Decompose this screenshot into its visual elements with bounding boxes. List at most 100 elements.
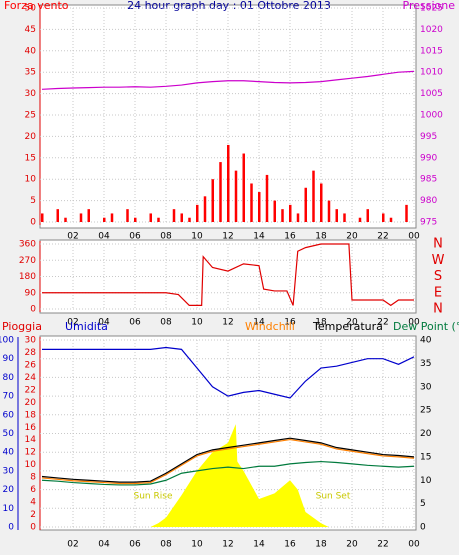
x-tick-label: 02 xyxy=(67,540,78,550)
y-tick-label: 20 xyxy=(25,132,37,142)
y-tick-label: 4 xyxy=(30,498,36,508)
legend-label: Windchill xyxy=(245,320,295,333)
bar xyxy=(273,200,276,222)
x-tick-label: 22 xyxy=(377,232,388,242)
legend-label: Temperatura xyxy=(312,320,383,333)
bar xyxy=(103,217,106,222)
chart-title: 24 hour graph day : 01 Ottobre 2013 xyxy=(127,0,331,12)
x-tick-label: 16 xyxy=(284,318,296,328)
x-tick-label: 18 xyxy=(315,232,327,242)
y2-tick-label: N xyxy=(433,237,443,252)
y3-tick-label: 70 xyxy=(3,392,15,402)
bar xyxy=(188,217,191,222)
x-tick-label: 04 xyxy=(98,318,110,328)
x-tick-label: 22 xyxy=(377,318,388,328)
y2-tick-label: 10 xyxy=(420,476,432,486)
x-tick-label: 18 xyxy=(315,540,327,550)
y-tick-label: 10 xyxy=(25,460,37,470)
x-tick-label: 00 xyxy=(408,232,420,242)
y-tick-label: 30 xyxy=(25,89,37,99)
x-tick-label: 12 xyxy=(222,318,233,328)
y3-tick-label: 60 xyxy=(3,410,15,420)
annotation: Sun Set xyxy=(316,492,351,502)
y2-tick-label: 1025 xyxy=(420,4,443,14)
y-tick-label: 22 xyxy=(25,385,36,395)
y3-tick-label: 0 xyxy=(8,523,14,533)
x-tick-label: 08 xyxy=(160,318,172,328)
x-tick-label: 12 xyxy=(222,540,233,550)
x-tick-label: 02 xyxy=(67,232,78,242)
bar xyxy=(250,183,253,222)
y2-tick-label: 25 xyxy=(420,406,431,416)
y-tick-label: 2 xyxy=(30,510,36,520)
y3-tick-label: 40 xyxy=(3,448,15,458)
line xyxy=(41,460,415,486)
x-tick-label: 02 xyxy=(67,318,78,328)
y2-tick-label: 35 xyxy=(420,359,431,369)
y-tick-label: 16 xyxy=(25,423,37,433)
bar xyxy=(281,209,284,222)
y-tick-label: 45 xyxy=(25,25,36,35)
y-tick-label: 270 xyxy=(19,256,36,266)
bar xyxy=(134,217,137,222)
bar xyxy=(172,209,176,222)
bar xyxy=(389,217,393,222)
y-tick-label: 0 xyxy=(30,218,36,228)
x-tick-label: 14 xyxy=(253,232,265,242)
bar xyxy=(382,213,385,222)
y-tick-label: 14 xyxy=(25,435,37,445)
y-tick-label: 28 xyxy=(25,348,37,358)
x-tick-label: 20 xyxy=(346,232,358,242)
y-tick-label: 26 xyxy=(25,360,37,370)
y-tick-label: 10 xyxy=(25,175,37,185)
y2-tick-label: 980 xyxy=(420,196,437,206)
bar xyxy=(358,217,362,222)
y2-tick-label: 1015 xyxy=(420,46,443,56)
y2-tick-label: 995 xyxy=(420,132,437,142)
bar xyxy=(227,144,230,222)
bar xyxy=(79,213,83,222)
y2-tick-label: 1020 xyxy=(420,25,443,35)
y-tick-label: 0 xyxy=(30,523,36,533)
x-tick-label: 04 xyxy=(98,540,110,550)
bar xyxy=(41,213,44,222)
x-tick-label: 16 xyxy=(284,540,296,550)
bar xyxy=(242,153,245,222)
bar xyxy=(289,204,292,222)
y-tick-label: 0 xyxy=(30,305,36,315)
x-tick-label: 14 xyxy=(253,540,265,550)
y-tick-label: 12 xyxy=(25,448,36,458)
y2-tick-label: 5 xyxy=(420,499,426,509)
x-tick-label: 12 xyxy=(222,232,233,242)
x-tick-label: 06 xyxy=(129,540,141,550)
x-tick-label: 00 xyxy=(408,318,420,328)
y3-tick-label: 10 xyxy=(3,504,15,514)
y3-tick-label: 20 xyxy=(3,485,15,495)
bar xyxy=(327,200,331,222)
y2-tick-label: 975 xyxy=(420,218,437,228)
area xyxy=(150,424,329,527)
bar xyxy=(335,209,338,222)
x-tick-label: 10 xyxy=(191,318,203,328)
bar xyxy=(234,170,238,222)
x-tick-label: 08 xyxy=(160,232,172,242)
x-tick-label: 00 xyxy=(408,540,420,550)
x-tick-label: 10 xyxy=(191,540,203,550)
x-tick-label: 16 xyxy=(284,232,296,242)
bar xyxy=(304,187,307,222)
rain-title: Pioggia xyxy=(2,320,42,333)
panel-direction xyxy=(39,239,417,314)
y2-tick-label: 20 xyxy=(420,429,432,439)
y2-tick-label: 15 xyxy=(420,452,431,462)
bar xyxy=(320,183,323,222)
bar xyxy=(157,217,160,222)
y-tick-label: 35 xyxy=(25,68,36,78)
legend-label: Umidita xyxy=(65,320,108,333)
y-tick-label: 30 xyxy=(25,336,37,346)
y-tick-label: 90 xyxy=(25,288,37,298)
bar xyxy=(196,204,199,222)
bar xyxy=(312,170,315,222)
bar xyxy=(405,204,408,222)
bar xyxy=(87,209,90,222)
